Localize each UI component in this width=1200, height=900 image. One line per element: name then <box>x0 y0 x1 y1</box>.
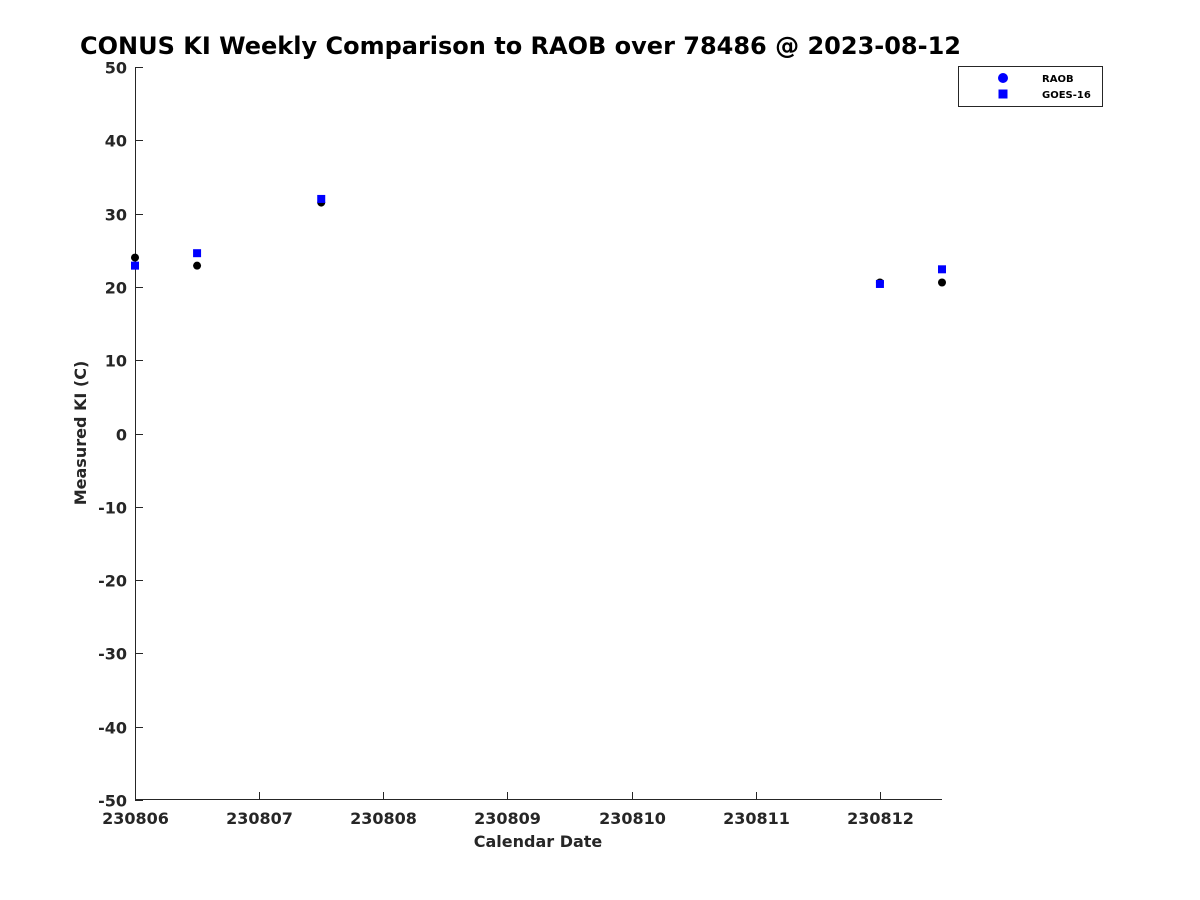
y-tick-label: 50 <box>105 59 127 78</box>
x-tick-label: 230810 <box>599 809 666 828</box>
x-tick-label: 230808 <box>350 809 417 828</box>
point-raob <box>131 253 139 262</box>
point-goes16 <box>938 265 946 274</box>
point-raob <box>938 278 946 287</box>
axes <box>135 67 942 800</box>
y-tick-label: -50 <box>98 792 127 811</box>
x-tick-label: 230806 <box>102 809 169 828</box>
point-goes16 <box>131 261 139 270</box>
x-tick-label: 230809 <box>474 809 541 828</box>
legend-box <box>958 66 1103 107</box>
x-tick-label: 230807 <box>226 809 293 828</box>
x-ticks: 230806 230807 230808 230809 230810 230811 2308… <box>102 792 914 828</box>
x-tick-label: 230811 <box>723 809 790 828</box>
y-tick-label: 30 <box>105 206 127 225</box>
x-tick-label: 230812 <box>847 809 914 828</box>
legend-goes16-marker <box>998 89 1008 99</box>
y-ticks: -50 -40 -30 -20 -10 0 10 20 30 40 50 <box>98 59 143 811</box>
y-axis-label: Measured KI (C) <box>71 361 90 506</box>
legend-goes16-label: GOES-16 <box>1042 90 1091 101</box>
point-raob <box>193 261 202 270</box>
legend: RAOB GOES-16 <box>958 66 1103 107</box>
y-tick-label: -20 <box>98 572 127 591</box>
y-tick-label: -10 <box>98 499 127 518</box>
y-tick-label: -30 <box>98 645 127 664</box>
y-tick-label: 0 <box>116 426 127 445</box>
point-goes16 <box>193 249 202 258</box>
point-goes16 <box>875 279 884 288</box>
y-tick-label: -40 <box>98 719 127 738</box>
y-tick-label: 20 <box>105 279 127 298</box>
y-tick-label: 40 <box>105 132 127 151</box>
legend-raob-label: RAOB <box>1042 74 1074 85</box>
point-goes16 <box>317 194 326 203</box>
chart-title: CONUS KI Weekly Comparison to RAOB over … <box>80 32 961 60</box>
legend-raob-marker <box>998 73 1008 83</box>
series-layer <box>131 194 946 288</box>
x-axis-label: Calendar Date <box>474 832 603 851</box>
y-tick-label: 10 <box>105 352 127 371</box>
